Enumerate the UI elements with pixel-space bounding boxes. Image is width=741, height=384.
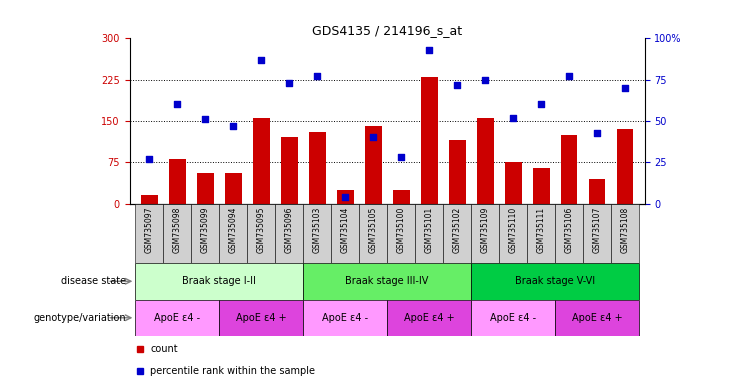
Point <box>199 116 211 122</box>
Text: genotype/variation: genotype/variation <box>33 313 126 323</box>
Point <box>256 57 268 63</box>
Bar <box>588 179 605 204</box>
Bar <box>555 300 639 336</box>
Bar <box>555 204 583 263</box>
Text: GSM735101: GSM735101 <box>425 207 433 253</box>
Point <box>591 129 603 136</box>
Text: GSM735109: GSM735109 <box>481 207 490 253</box>
Point <box>507 114 519 121</box>
Bar <box>219 204 247 263</box>
Text: Braak stage V-VI: Braak stage V-VI <box>515 276 595 286</box>
Bar <box>225 173 242 204</box>
Bar <box>421 77 437 204</box>
Text: percentile rank within the sample: percentile rank within the sample <box>150 366 315 376</box>
Text: GSM735094: GSM735094 <box>229 207 238 253</box>
Point <box>563 73 575 79</box>
Bar <box>471 300 555 336</box>
Text: GSM735105: GSM735105 <box>369 207 378 253</box>
Bar <box>393 190 410 204</box>
Bar <box>219 300 303 336</box>
Text: ApoE ε4 -: ApoE ε4 - <box>322 313 368 323</box>
Point <box>479 76 491 83</box>
Text: ApoE ε4 +: ApoE ε4 + <box>572 313 622 323</box>
Bar <box>365 126 382 204</box>
Text: GSM735098: GSM735098 <box>173 207 182 253</box>
Point <box>451 81 463 88</box>
Text: GSM735110: GSM735110 <box>508 207 518 253</box>
Bar <box>449 140 465 204</box>
Text: GSM735108: GSM735108 <box>620 207 630 253</box>
Point <box>619 85 631 91</box>
Title: GDS4135 / 214196_s_at: GDS4135 / 214196_s_at <box>312 24 462 37</box>
Bar <box>443 204 471 263</box>
Text: GSM735104: GSM735104 <box>341 207 350 253</box>
Bar <box>197 173 213 204</box>
Point <box>283 80 295 86</box>
Bar <box>303 300 388 336</box>
Text: ApoE ε4 +: ApoE ε4 + <box>236 313 287 323</box>
Bar <box>163 204 191 263</box>
Text: Braak stage I-II: Braak stage I-II <box>182 276 256 286</box>
Bar <box>583 204 611 263</box>
Bar <box>191 204 219 263</box>
Bar <box>253 118 270 204</box>
Text: ApoE ε4 -: ApoE ε4 - <box>490 313 536 323</box>
Text: GSM735102: GSM735102 <box>453 207 462 253</box>
Bar <box>388 204 415 263</box>
Bar <box>388 300 471 336</box>
Bar <box>505 162 522 204</box>
Text: GSM735100: GSM735100 <box>396 207 405 253</box>
Bar <box>499 204 527 263</box>
Bar <box>471 204 499 263</box>
Bar <box>415 204 443 263</box>
Bar <box>169 159 186 204</box>
Bar <box>617 129 634 204</box>
Bar <box>275 204 303 263</box>
Point <box>143 156 155 162</box>
Bar <box>611 204 639 263</box>
Text: ApoE ε4 -: ApoE ε4 - <box>154 313 200 323</box>
Bar <box>533 168 550 204</box>
Point <box>423 47 435 53</box>
Bar <box>359 204 388 263</box>
Text: ApoE ε4 +: ApoE ε4 + <box>404 313 454 323</box>
Bar <box>471 263 639 300</box>
Text: GSM735095: GSM735095 <box>256 207 266 253</box>
Text: GSM735103: GSM735103 <box>313 207 322 253</box>
Point <box>395 154 407 161</box>
Bar <box>141 195 158 204</box>
Bar <box>281 137 298 204</box>
Bar <box>561 135 577 204</box>
Bar <box>337 190 353 204</box>
Bar <box>136 263 303 300</box>
Point <box>171 101 183 108</box>
Bar <box>331 204 359 263</box>
Point <box>535 101 547 108</box>
Text: disease state: disease state <box>61 276 126 286</box>
Text: GSM735099: GSM735099 <box>201 207 210 253</box>
Point <box>368 134 379 141</box>
Point <box>311 73 323 79</box>
Bar <box>136 300 219 336</box>
Text: GSM735111: GSM735111 <box>536 207 545 253</box>
Bar <box>309 132 325 204</box>
Text: count: count <box>150 344 178 354</box>
Point <box>227 123 239 129</box>
Text: GSM735096: GSM735096 <box>285 207 293 253</box>
Bar <box>136 204 163 263</box>
Text: Braak stage III-IV: Braak stage III-IV <box>345 276 429 286</box>
Bar <box>247 204 275 263</box>
Bar <box>476 118 494 204</box>
Bar <box>527 204 555 263</box>
Bar <box>303 263 471 300</box>
Text: GSM735107: GSM735107 <box>593 207 602 253</box>
Bar <box>303 204 331 263</box>
Text: GSM735106: GSM735106 <box>565 207 574 253</box>
Point <box>339 194 351 200</box>
Text: GSM735097: GSM735097 <box>144 207 154 253</box>
